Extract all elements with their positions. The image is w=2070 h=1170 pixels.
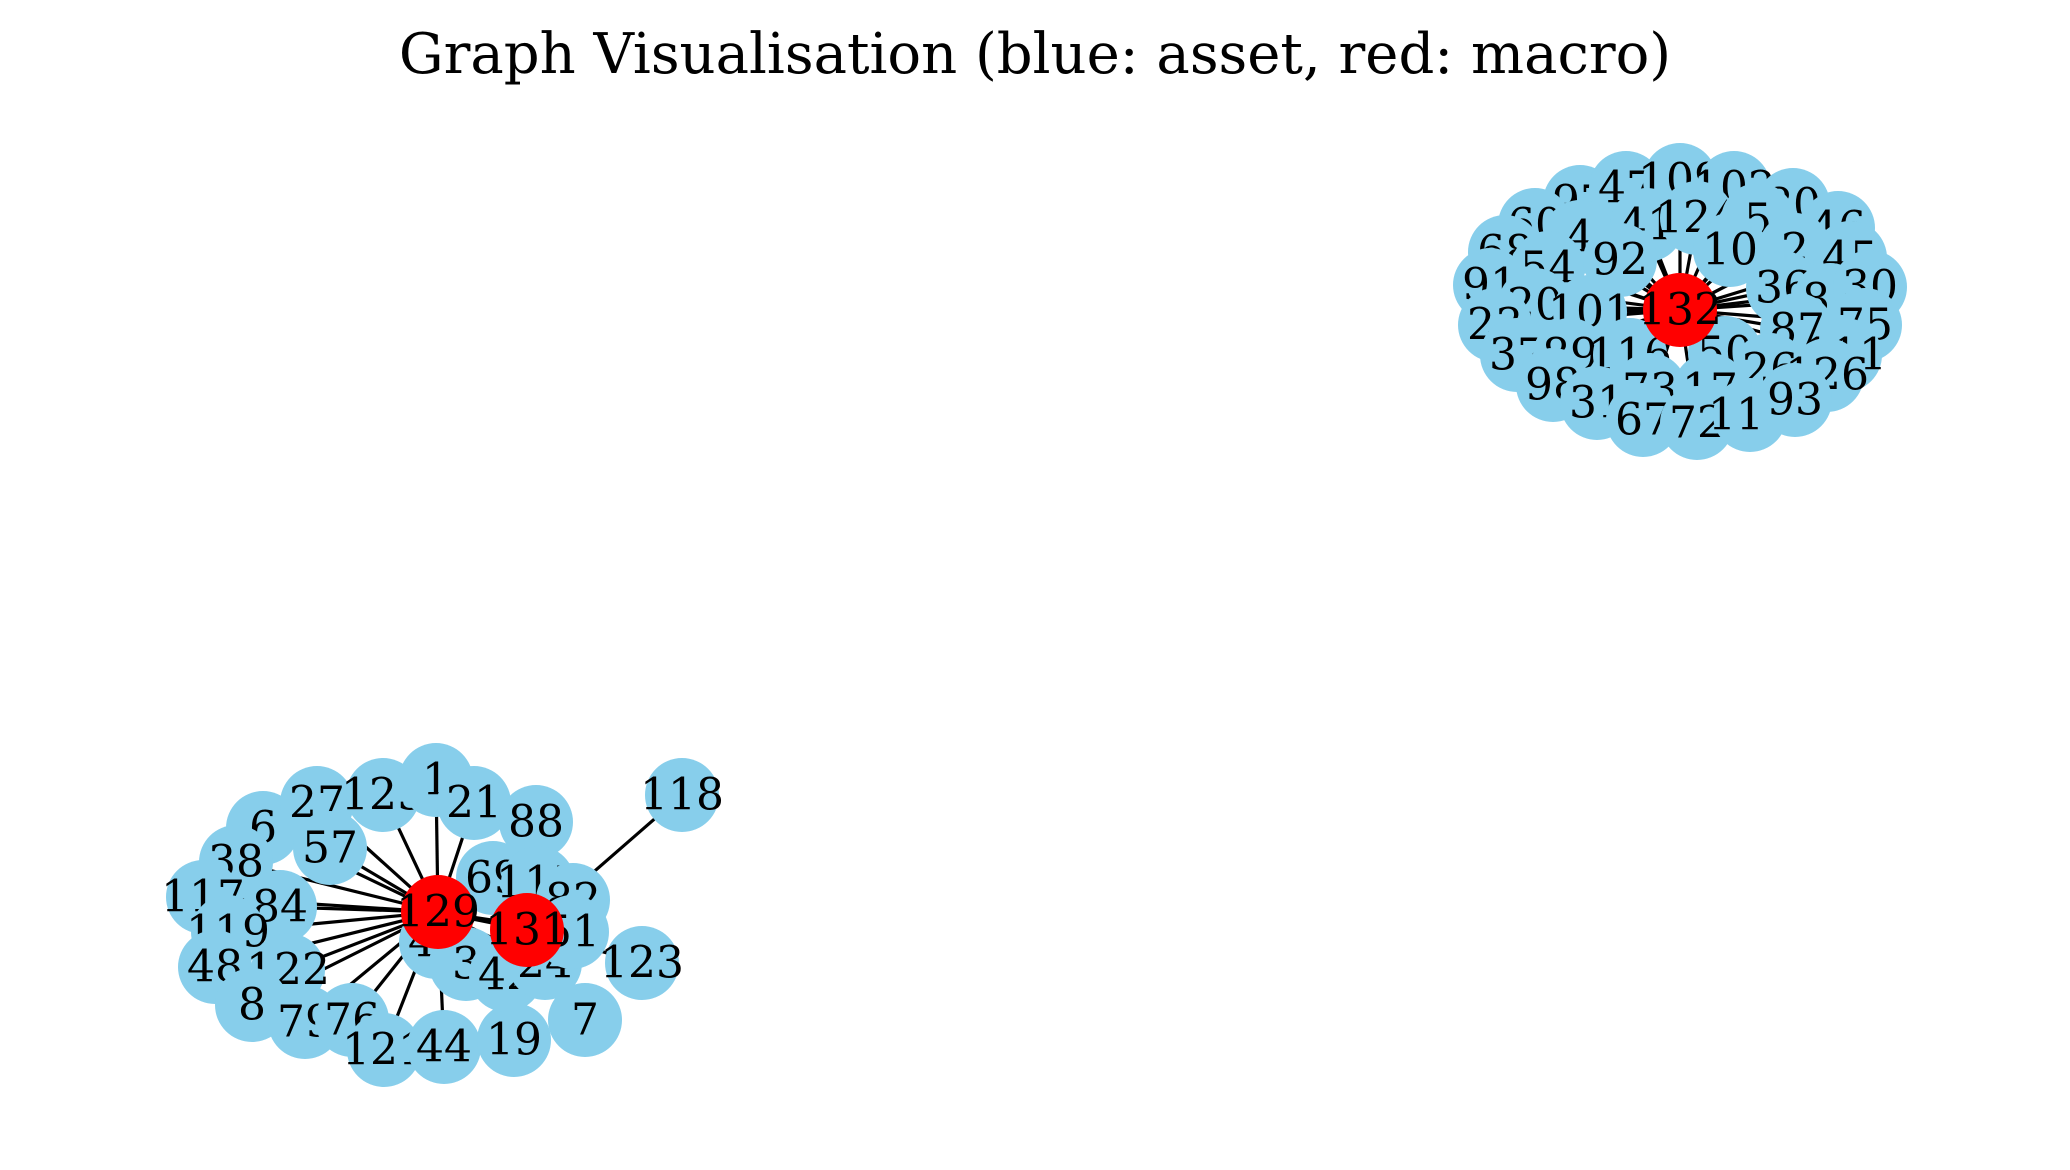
node-circle <box>1693 213 1767 287</box>
asset-node-19: 19 <box>477 1003 551 1077</box>
asset-node-123: 123 <box>600 926 684 1000</box>
asset-node-57: 57 <box>293 811 367 885</box>
node-label: 57 <box>302 823 358 874</box>
node-circle <box>477 1003 551 1077</box>
asset-node-118: 118 <box>640 758 724 832</box>
node-circle <box>407 1010 481 1084</box>
node-label: 129 <box>396 887 480 938</box>
node-label: 132 <box>1638 285 1722 336</box>
node-label: 19 <box>486 1015 542 1066</box>
node-label: 8 <box>238 980 266 1031</box>
node-label: 123 <box>600 938 684 989</box>
node-circle <box>645 758 719 832</box>
asset-node-44: 44 <box>407 1010 481 1084</box>
node-label: 131 <box>485 905 569 956</box>
node-label: 93 <box>1767 375 1823 426</box>
node-circle <box>1758 363 1832 437</box>
graph-title: Graph Visualisation (blue: asset, red: m… <box>398 22 1672 87</box>
node-label: 21 <box>446 778 502 829</box>
node-circle <box>347 1013 421 1087</box>
node-label: 10 <box>1702 225 1758 276</box>
asset-node-10: 10 <box>1693 213 1767 287</box>
node-label: 7 <box>571 995 599 1046</box>
asset-node-21: 21 <box>437 766 511 840</box>
node-circle <box>1643 273 1717 347</box>
node-label: 88 <box>508 797 564 848</box>
node-circle <box>1606 383 1680 457</box>
asset-node-93: 93 <box>1758 363 1832 437</box>
asset-node-7: 7 <box>548 983 622 1057</box>
macro-node-132: 132 <box>1638 273 1722 347</box>
node-circle <box>605 926 679 1000</box>
node-label: 44 <box>416 1022 472 1073</box>
node-circle <box>401 875 475 949</box>
node-circle <box>499 785 573 859</box>
node-circle <box>490 893 564 967</box>
macro-node-131: 131 <box>485 893 569 967</box>
asset-node-88: 88 <box>499 785 573 859</box>
node-label: 118 <box>640 770 724 821</box>
node-circle <box>293 811 367 885</box>
node-circle <box>437 766 511 840</box>
macro-node-129: 129 <box>396 875 480 949</box>
node-circle <box>548 983 622 1057</box>
